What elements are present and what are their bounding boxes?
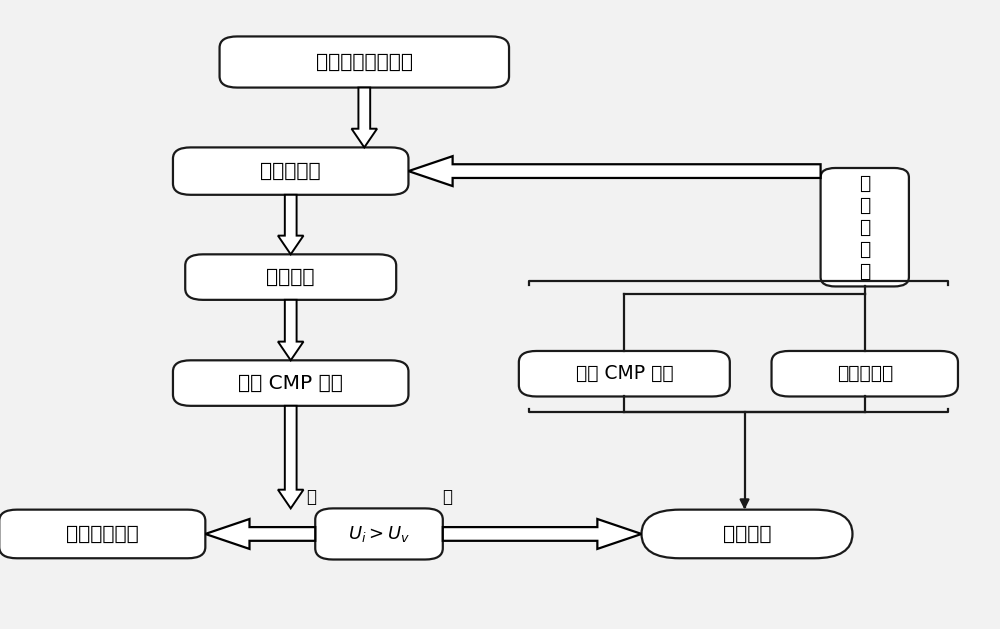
Text: 开启 CMP 模块: 开启 CMP 模块 — [238, 374, 343, 392]
FancyBboxPatch shape — [0, 509, 205, 559]
Polygon shape — [278, 300, 303, 360]
Polygon shape — [278, 195, 303, 254]
FancyBboxPatch shape — [185, 254, 396, 300]
Text: 短路保护: 短路保护 — [723, 525, 771, 543]
Polygon shape — [278, 406, 303, 508]
Text: 关闭 CMP 模块: 关闭 CMP 模块 — [576, 364, 673, 383]
Polygon shape — [352, 87, 377, 147]
FancyBboxPatch shape — [173, 360, 408, 406]
FancyBboxPatch shape — [772, 351, 958, 396]
FancyBboxPatch shape — [519, 351, 730, 396]
Text: 是: 是 — [442, 488, 452, 506]
FancyBboxPatch shape — [821, 168, 909, 286]
FancyBboxPatch shape — [220, 36, 509, 87]
Text: 等待延时: 等待延时 — [266, 267, 315, 287]
FancyBboxPatch shape — [173, 147, 408, 195]
Text: 继电器开启: 继电器开启 — [260, 162, 321, 181]
Polygon shape — [408, 156, 821, 186]
Text: 自
恢
复
延
时: 自 恢 复 延 时 — [859, 174, 870, 281]
Text: 否: 否 — [306, 488, 316, 506]
Text: 继电器关闭: 继电器关闭 — [837, 364, 893, 383]
Polygon shape — [205, 519, 315, 549]
Polygon shape — [443, 519, 642, 549]
Text: $U_i$$>$$U_v$: $U_i$$>$$U_v$ — [348, 524, 410, 544]
Text: 电池管理系统启动: 电池管理系统启动 — [316, 52, 413, 72]
FancyBboxPatch shape — [315, 508, 443, 560]
FancyBboxPatch shape — [642, 509, 852, 559]
Text: 系统正常运行: 系统正常运行 — [66, 525, 139, 543]
